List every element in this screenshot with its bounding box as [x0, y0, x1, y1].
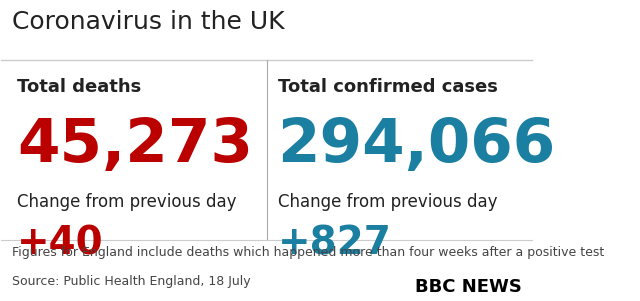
- Text: Figures for England include deaths which happened more than four weeks after a p: Figures for England include deaths which…: [12, 246, 604, 259]
- Text: BBC NEWS: BBC NEWS: [415, 278, 522, 296]
- Text: +40: +40: [17, 225, 104, 263]
- Text: 294,066: 294,066: [278, 116, 556, 175]
- Text: Change from previous day: Change from previous day: [278, 193, 497, 211]
- Text: +827: +827: [278, 225, 392, 263]
- Text: Coronavirus in the UK: Coronavirus in the UK: [12, 10, 285, 34]
- Text: Change from previous day: Change from previous day: [17, 193, 237, 211]
- Text: Total deaths: Total deaths: [17, 78, 141, 96]
- Text: Source: Public Health England, 18 July: Source: Public Health England, 18 July: [12, 275, 251, 288]
- Text: 45,273: 45,273: [17, 116, 253, 175]
- Text: Total confirmed cases: Total confirmed cases: [278, 78, 497, 96]
